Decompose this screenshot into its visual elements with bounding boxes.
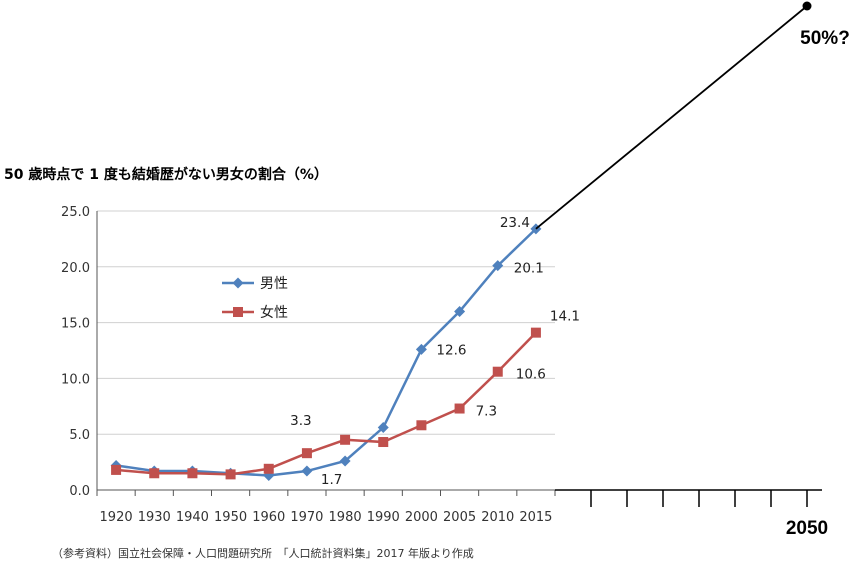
x-tick-label-2015: 2015: [519, 510, 552, 525]
extension-end-label: 2050: [786, 518, 828, 539]
point-female-1920: [111, 464, 122, 475]
series-line-1: [115, 331, 537, 476]
series-layer: [110, 223, 542, 481]
point-female-1970: [301, 448, 312, 459]
x-tick-label-1940: 1940: [176, 510, 209, 525]
point-female-2010: [492, 366, 503, 377]
y-tick-label: 25.0: [61, 205, 90, 220]
data-labels: 1.7 12.6 20.1 23.4 3.3 7.3 10.6 14.1: [290, 215, 580, 488]
data-label: 20.1: [514, 261, 544, 277]
y-tick-label: 10.0: [61, 372, 90, 387]
legend-marker-female: [233, 307, 243, 317]
grid-lines: [96, 210, 555, 491]
y-tick-label: 0.0: [69, 484, 90, 499]
x-tick-label-1980: 1980: [329, 510, 362, 525]
x-tick-label-1990: 1990: [367, 510, 400, 525]
data-label: 3.3: [290, 413, 311, 429]
point-female-1930: [149, 468, 160, 479]
point-male-2005: [454, 305, 466, 317]
projection-value-label: 50%?: [800, 28, 850, 49]
point-female-2015: [530, 327, 541, 338]
data-label: 12.6: [436, 342, 466, 358]
data-label: 1.7: [321, 472, 342, 488]
x-tick-label-1960: 1960: [252, 510, 285, 525]
point-male-2010: [492, 260, 504, 272]
projection-line: [535, 5, 808, 230]
point-female-1980: [340, 434, 351, 445]
point-female-2005: [454, 403, 465, 414]
x-tick-label-1930: 1930: [138, 510, 171, 525]
y-tick-label: 5.0: [69, 428, 90, 443]
legend-label-0: 男性: [260, 276, 288, 292]
series-line-0: [115, 227, 537, 477]
x-tick-label-2005: 2005: [443, 510, 476, 525]
x-tick-label-1950: 1950: [214, 510, 247, 525]
point-male-1970: [301, 465, 313, 477]
legend-label-1: 女性: [260, 304, 288, 321]
projection-extension: 2050 50%?: [535, 1, 850, 539]
point-male-1990: [377, 422, 389, 434]
y-tick-label: 15.0: [61, 317, 90, 332]
data-label: 23.4: [500, 215, 530, 231]
point-female-2000: [416, 420, 427, 431]
x-axis-ticks: 1920 1930 1940 1950 1960 1970 1980 1990 2000 2005…: [96, 490, 556, 525]
point-female-1950: [225, 469, 236, 480]
legend-marker-male: [232, 277, 244, 289]
data-label: 14.1: [550, 309, 580, 325]
point-male-1980: [339, 455, 351, 467]
data-label: 10.6: [516, 367, 546, 383]
data-label: 7.3: [476, 404, 497, 420]
point-male-2000: [415, 343, 427, 355]
y-axis-ticks: 0.0 5.0 10.0 15.0 20.0 25.0: [61, 205, 90, 499]
x-tick-label-2000: 2000: [405, 510, 438, 525]
y-tick-label: 20.0: [61, 261, 90, 276]
source-note: （参考資料）国立社会保障・人口問題研究所 「人口統計資料集」2017 年版より作…: [52, 546, 474, 560]
point-female-1960: [263, 463, 274, 474]
x-tick-label-2010: 2010: [481, 510, 514, 525]
x-tick-label-1920: 1920: [100, 510, 133, 525]
chart-title: 50 歳時点で 1 度も結婚歴がない男女の割合（%）: [4, 166, 328, 183]
x-tick-label-1970: 1970: [290, 510, 323, 525]
projection-endpoint: [802, 1, 812, 11]
point-female-1940: [187, 468, 198, 479]
point-female-1990: [378, 437, 389, 448]
